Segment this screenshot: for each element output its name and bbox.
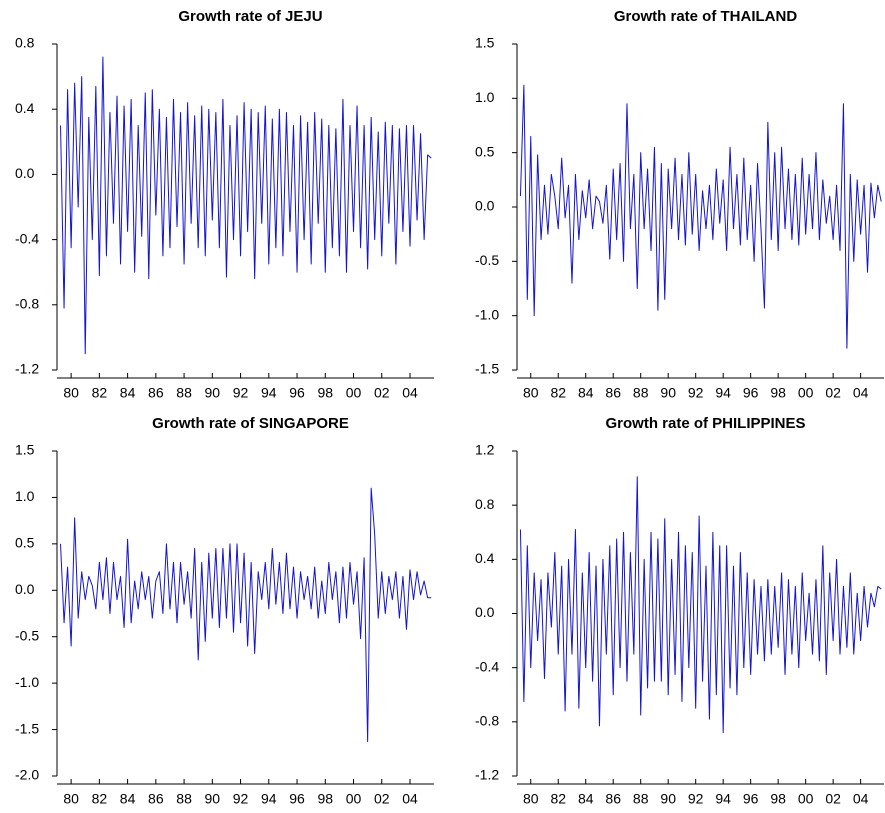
- y-tick-label: -1.2: [475, 767, 499, 783]
- y-tick-label: -2.0: [15, 767, 39, 783]
- y-tick-label: -1.0: [15, 674, 39, 690]
- y-tick-label: 0.4: [15, 100, 35, 116]
- y-tick-label: -0.8: [475, 713, 499, 729]
- y-tick-label: -0.4: [15, 230, 39, 246]
- x-tick-label: 80: [63, 791, 79, 807]
- x-tick-label: 88: [176, 791, 192, 807]
- x-tick-label: 04: [853, 385, 869, 401]
- y-tick-label: -1.5: [475, 361, 499, 377]
- x-tick-label: 96: [743, 385, 759, 401]
- y-tick-label: 0.0: [15, 165, 35, 181]
- x-tick-label: 84: [120, 791, 136, 807]
- y-tick-label: 0.5: [475, 143, 495, 159]
- y-tick-label: -1.2: [15, 361, 39, 377]
- y-tick-label: 0.5: [15, 535, 35, 551]
- x-tick-label: 00: [346, 791, 362, 807]
- x-tick-label: 98: [317, 791, 333, 807]
- x-tick-label: 90: [660, 385, 676, 401]
- y-tick-label: 1.2: [475, 442, 495, 458]
- y-tick-label: -1.0: [475, 306, 499, 322]
- x-tick-label: 92: [233, 385, 249, 401]
- series-line: [60, 56, 432, 355]
- y-tick-label: 1.5: [15, 442, 35, 458]
- x-tick-label: 04: [402, 385, 418, 401]
- x-tick-label: 96: [289, 791, 305, 807]
- x-tick-label: 98: [317, 385, 333, 401]
- y-tick-label: 0.8: [15, 35, 35, 51]
- x-tick-label: 86: [605, 791, 621, 807]
- chart-title: Growth rate of SINGAPORE: [152, 415, 349, 432]
- x-tick-label: 98: [770, 791, 786, 807]
- y-tick-label: 0.8: [475, 496, 495, 512]
- chart-title: Growth rate of PHILIPPINES: [605, 415, 805, 432]
- x-tick-label: 92: [688, 791, 704, 807]
- y-tick-label: -0.4: [475, 658, 499, 674]
- y-tick-label: 0.0: [475, 198, 495, 214]
- y-tick-label: 1.5: [475, 35, 495, 51]
- chart-title: Growth rate of JEJU: [178, 8, 322, 25]
- x-tick-label: 02: [374, 791, 390, 807]
- x-tick-label: 84: [578, 385, 594, 401]
- x-tick-label: 80: [523, 385, 539, 401]
- x-tick-label: 96: [289, 385, 305, 401]
- y-tick-label: 0.0: [15, 581, 35, 597]
- x-tick-label: 86: [148, 791, 164, 807]
- x-tick-label: 92: [688, 385, 704, 401]
- x-tick-label: 82: [550, 791, 566, 807]
- x-tick-label: 90: [660, 791, 676, 807]
- x-tick-label: 86: [605, 385, 621, 401]
- x-tick-label: 00: [346, 385, 362, 401]
- x-tick-label: 04: [402, 791, 418, 807]
- y-tick-label: 0.0: [475, 604, 495, 620]
- x-tick-label: 92: [233, 791, 249, 807]
- y-tick-label: 1.0: [475, 89, 495, 105]
- x-tick-label: 88: [176, 385, 192, 401]
- y-tick-label: -0.5: [475, 252, 499, 268]
- x-tick-label: 88: [633, 385, 649, 401]
- x-tick-label: 98: [770, 385, 786, 401]
- series-line: [519, 84, 882, 349]
- x-tick-label: 80: [523, 791, 539, 807]
- x-tick-label: 02: [825, 385, 841, 401]
- y-tick-label: -1.5: [15, 720, 39, 736]
- series-line: [519, 476, 882, 734]
- x-tick-label: 90: [205, 791, 221, 807]
- chart-title: Growth rate of THAILAND: [614, 8, 797, 25]
- x-tick-label: 94: [715, 385, 731, 401]
- x-tick-label: 02: [825, 791, 841, 807]
- x-tick-label: 82: [92, 385, 108, 401]
- x-tick-label: 82: [92, 791, 108, 807]
- x-tick-label: 84: [578, 791, 594, 807]
- x-tick-label: 80: [63, 385, 79, 401]
- x-tick-label: 02: [374, 385, 390, 401]
- y-tick-label: -0.5: [15, 627, 39, 643]
- x-tick-label: 96: [743, 791, 759, 807]
- x-tick-label: 90: [205, 385, 221, 401]
- x-tick-label: 94: [261, 791, 277, 807]
- y-tick-label: 1.0: [15, 488, 35, 504]
- x-tick-label: 00: [798, 385, 814, 401]
- series-line: [60, 487, 432, 743]
- x-tick-label: 86: [148, 385, 164, 401]
- y-tick-label: -0.8: [15, 296, 39, 312]
- x-tick-label: 04: [853, 791, 869, 807]
- x-tick-label: 94: [715, 791, 731, 807]
- x-tick-label: 00: [798, 791, 814, 807]
- x-tick-label: 82: [550, 385, 566, 401]
- x-tick-label: 88: [633, 791, 649, 807]
- x-tick-label: 84: [120, 385, 136, 401]
- x-tick-label: 94: [261, 385, 277, 401]
- y-tick-label: 0.4: [475, 550, 495, 566]
